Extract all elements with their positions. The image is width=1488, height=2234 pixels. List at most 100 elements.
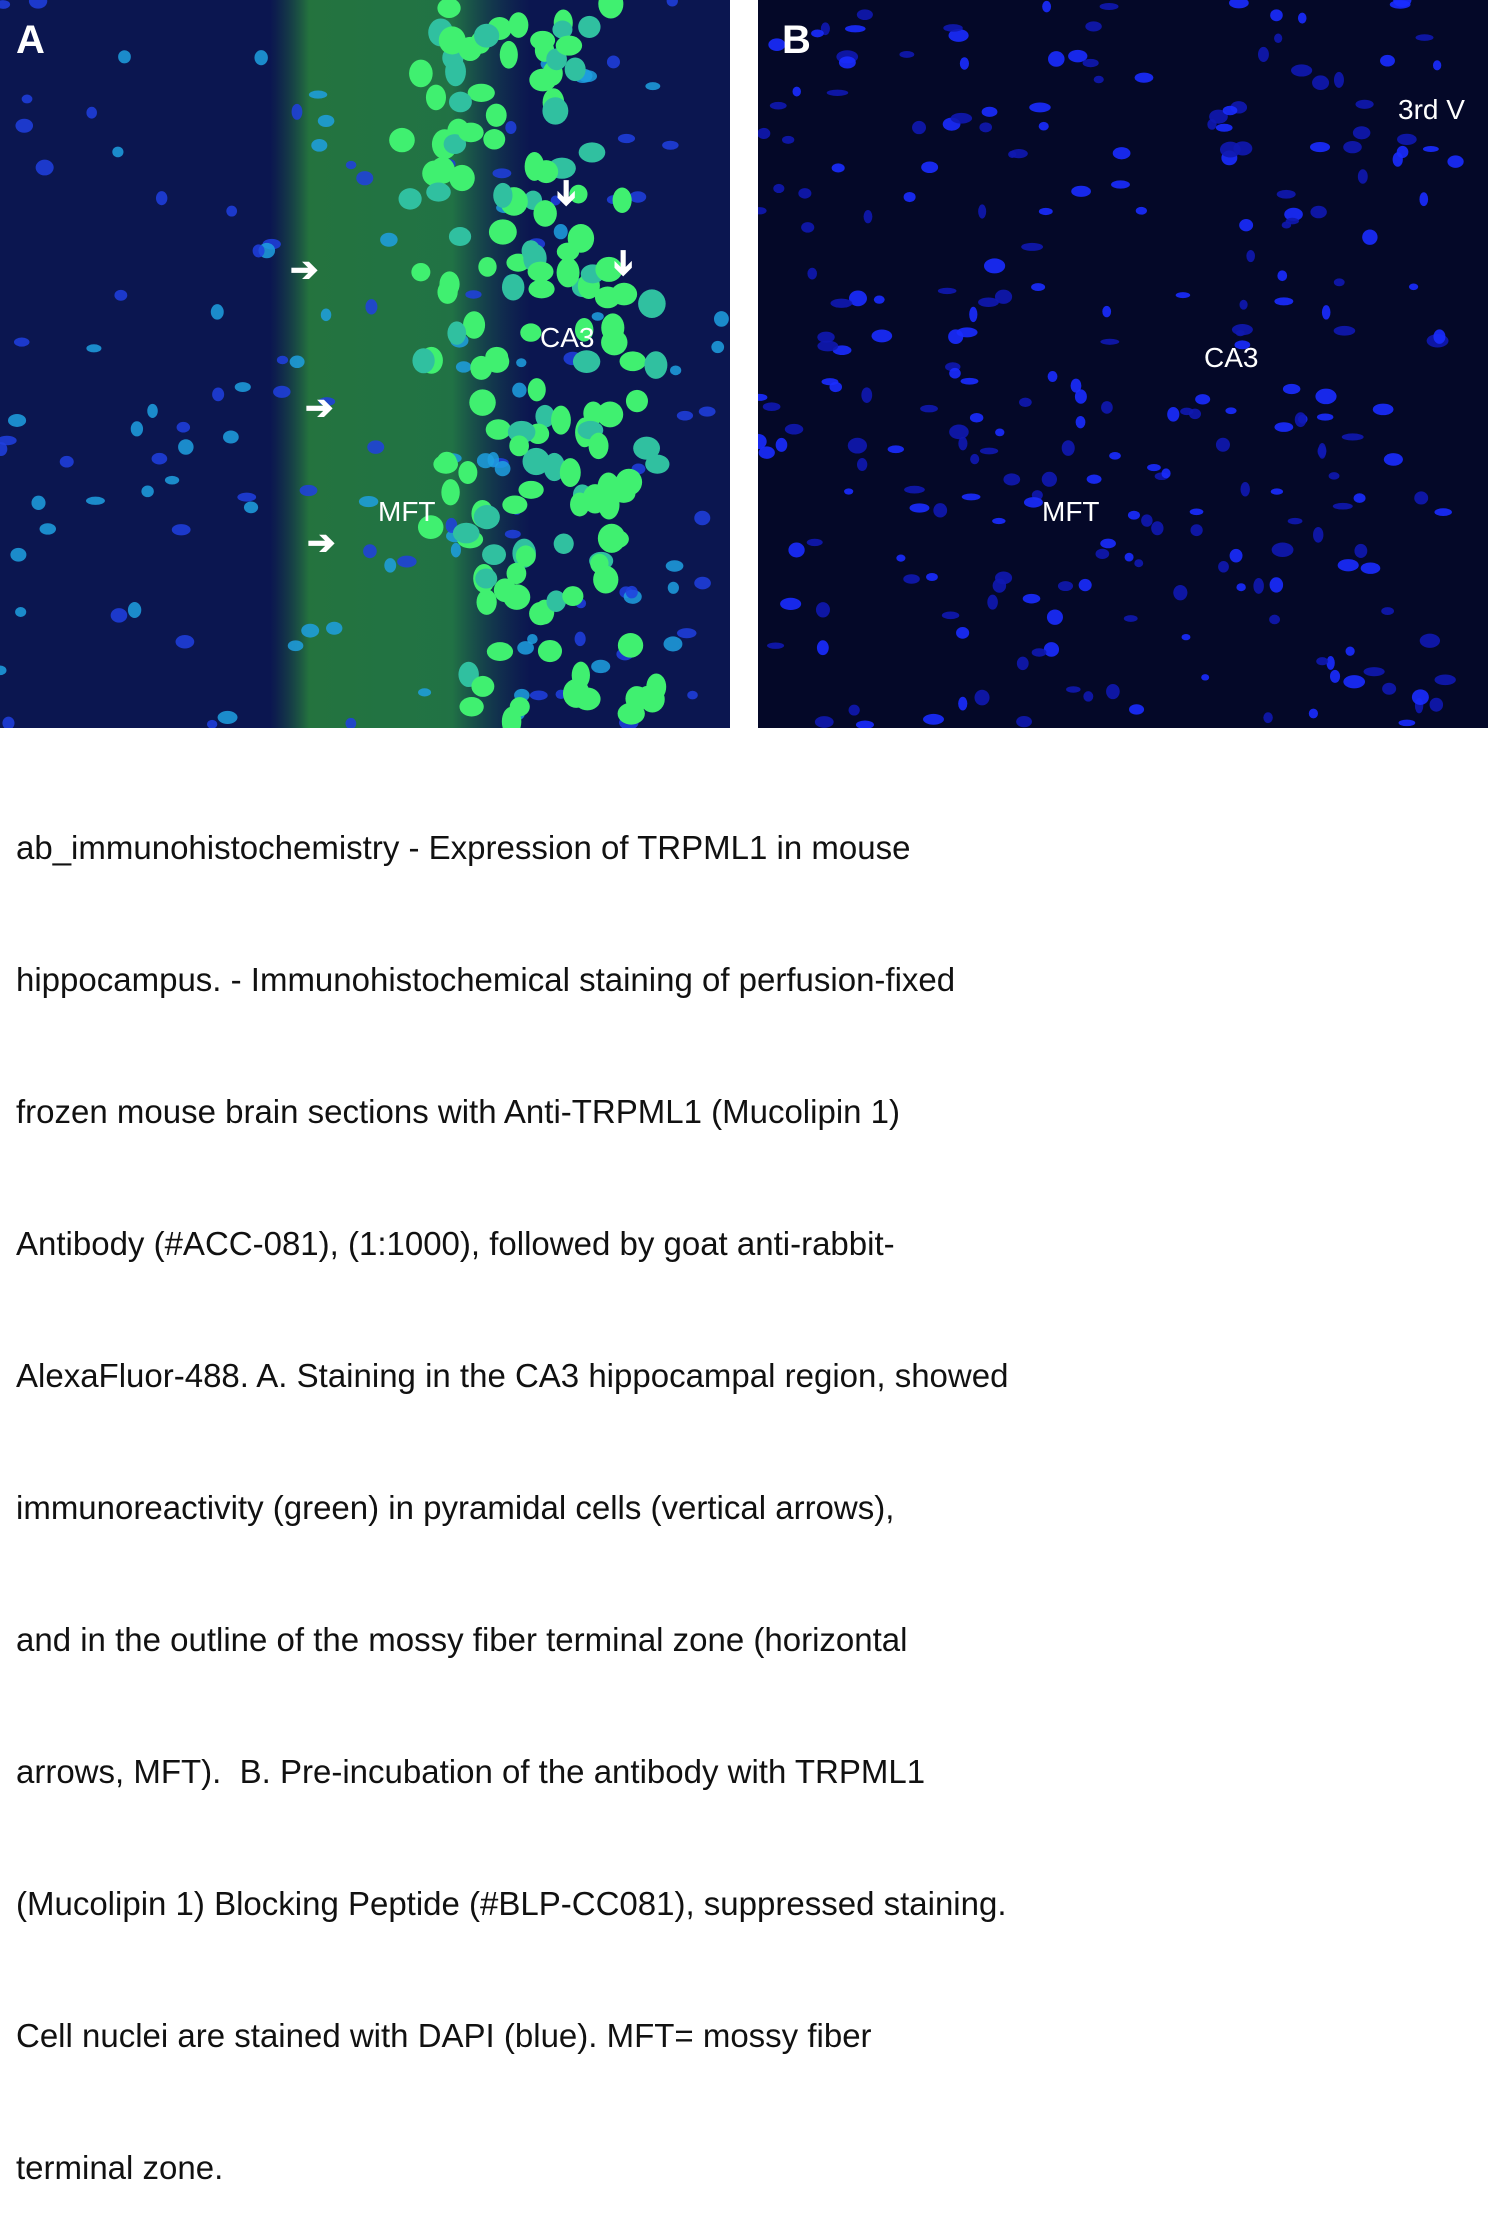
nucleus [1333, 325, 1356, 336]
nucleus [1215, 123, 1233, 132]
nucleus [1127, 510, 1140, 520]
nucleus [698, 406, 716, 417]
nucleus [780, 597, 802, 611]
nucleus [326, 621, 343, 635]
nucleus [948, 329, 964, 345]
nucleus [164, 475, 180, 485]
nucleus [1411, 689, 1429, 705]
pyramidal-cell [556, 257, 580, 288]
nucleus [1161, 468, 1171, 479]
nucleus [1066, 686, 1081, 693]
nucleus [903, 574, 920, 584]
nucleus [1083, 691, 1094, 702]
panel-b-micrograph: B 3rd V CA3 MFT [758, 0, 1488, 728]
pyramidal-cell [570, 492, 590, 517]
nucleus [287, 640, 304, 652]
pyramidal-cell [499, 40, 518, 69]
nucleus [904, 485, 925, 494]
nucleus [527, 633, 538, 645]
nucleus [1016, 715, 1032, 728]
pyramidal-cell [411, 262, 431, 282]
nucleus [1134, 72, 1154, 83]
nucleus [1263, 712, 1273, 724]
pyramidal-cell [478, 256, 497, 277]
nucleus [1038, 121, 1049, 131]
nucleus [1422, 145, 1439, 153]
nucleus [223, 430, 239, 444]
pyramidal-cell [398, 188, 422, 210]
nucleus [1147, 463, 1161, 472]
nucleus [301, 623, 320, 638]
nucleus [13, 337, 30, 347]
nucleus [758, 207, 767, 215]
nucleus [494, 461, 511, 477]
nucleus [1309, 141, 1331, 153]
nucleus [1434, 674, 1456, 686]
nucleus [237, 492, 257, 502]
pyramidal-cell [483, 129, 506, 150]
pyramidal-cell [564, 57, 586, 82]
nucleus [1274, 297, 1294, 306]
pyramidal-cell [469, 389, 496, 416]
nucleus [1419, 192, 1429, 207]
nucleus [1240, 481, 1250, 497]
nucleus [1078, 578, 1092, 592]
pyramidal-cell [596, 401, 624, 428]
pyramidal-cell [644, 351, 668, 379]
pyramidal-cell [467, 83, 495, 102]
pyramidal-cell [485, 419, 511, 440]
nucleus [1354, 543, 1368, 558]
nucleus [1239, 299, 1248, 310]
nucleus [1042, 0, 1052, 13]
nucleus [1061, 440, 1075, 456]
nucleus [1134, 559, 1144, 568]
nucleus [1235, 330, 1245, 337]
nucleus [1343, 140, 1362, 154]
pyramidal-cell [389, 127, 415, 153]
nucleus [1041, 471, 1058, 487]
nucleus [0, 442, 8, 457]
nucleus [86, 106, 97, 119]
pyramidal-cell [436, 451, 458, 474]
nucleus [365, 299, 378, 315]
nucleus [801, 222, 815, 233]
panel-b-image [758, 0, 1464, 728]
nucleus [1215, 437, 1230, 452]
nucleus [31, 495, 46, 510]
pyramidal-cell [574, 318, 594, 342]
nucleus [175, 635, 195, 649]
nucleus [1167, 407, 1180, 422]
nucleus [1236, 583, 1246, 592]
nucleus [1315, 388, 1337, 405]
pyramidal-cell [527, 261, 554, 282]
nucleus [1316, 413, 1334, 421]
nucleus [1414, 491, 1429, 505]
figure-caption: ab_immunohistochemistry - Expression of … [16, 738, 1008, 2234]
nucleus [308, 90, 328, 99]
nucleus [978, 204, 987, 219]
nucleus [855, 720, 874, 728]
nucleus [1274, 33, 1283, 44]
nucleus [1222, 105, 1238, 116]
nucleus [806, 538, 823, 547]
nucleus [1257, 46, 1269, 62]
mft-label: MFT [378, 496, 436, 527]
nucleus [465, 290, 482, 299]
nucleus [1074, 389, 1087, 404]
pyramidal-cell [578, 15, 601, 38]
pyramidal-cell [448, 227, 472, 246]
nucleus [958, 696, 968, 711]
panel-a-label: A [16, 18, 45, 62]
nucleus [1284, 207, 1303, 221]
nucleus [987, 594, 998, 610]
nucleus [317, 114, 335, 128]
nucleus [961, 493, 981, 501]
caption-line: terminal zone. [16, 2149, 224, 2186]
nucleus [1274, 422, 1294, 432]
nucleus [994, 289, 1013, 304]
nucleus [1270, 488, 1284, 495]
nucleus [1047, 371, 1058, 382]
pyramidal-cell [645, 454, 670, 474]
nucleus [969, 412, 984, 423]
nucleus [2, 716, 15, 728]
